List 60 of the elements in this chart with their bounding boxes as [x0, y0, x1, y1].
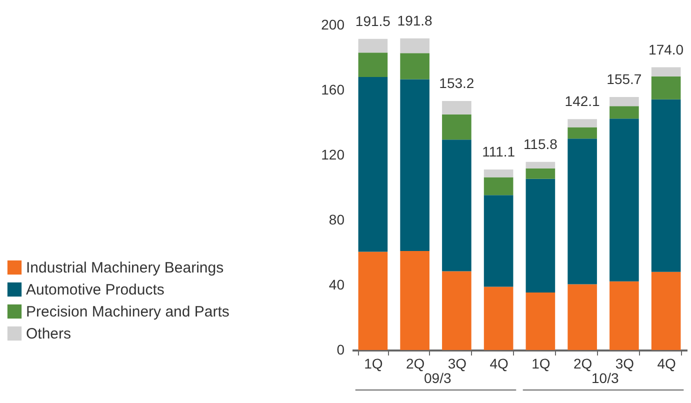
- x-tick-label: 4Q: [490, 356, 509, 372]
- total-label: 153.2: [439, 75, 474, 92]
- legend-label: Industrial Machinery Bearings: [26, 260, 224, 276]
- legend-label: Automotive Products: [26, 282, 164, 298]
- bar: [526, 168, 556, 179]
- bar: [358, 252, 388, 350]
- y-tick-label: 80: [328, 212, 345, 228]
- bar: [400, 251, 430, 350]
- total-label: 191.8: [397, 12, 433, 28]
- y-tick-label: 200: [321, 16, 345, 32]
- bar: [526, 178, 556, 292]
- bar: [526, 292, 556, 350]
- bar: [442, 271, 472, 350]
- text: 09/3: [424, 370, 452, 386]
- y-tick-label: 160: [321, 82, 345, 98]
- bar: [610, 281, 639, 350]
- bar: [442, 114, 472, 140]
- total-label: 115.8: [523, 136, 558, 152]
- legend-label: Others: [26, 326, 72, 342]
- bar: [442, 101, 472, 114]
- text: 10/3: [592, 370, 619, 386]
- total-label: 142.1: [564, 93, 600, 110]
- bar: [400, 38, 430, 54]
- bar: [610, 106, 639, 119]
- bar: [568, 284, 597, 350]
- bar: [484, 286, 514, 350]
- x-tick-label: 2Q: [573, 356, 592, 372]
- x-tick-label: 4Q: [657, 356, 676, 372]
- x-tick-label: 1Q: [532, 356, 550, 372]
- y-tick-label: 40: [328, 276, 345, 292]
- x-tick-label: 2Q: [406, 356, 425, 372]
- total-label: 111.1: [482, 143, 516, 160]
- bar: [358, 38, 388, 53]
- x-tick-label: 1Q: [364, 356, 383, 372]
- bar: [442, 140, 472, 272]
- bar: [651, 272, 681, 350]
- bar: [484, 169, 514, 178]
- bar: [610, 118, 639, 282]
- y-tick-label: 120: [321, 146, 345, 162]
- bar: [651, 67, 681, 76]
- bar: [484, 195, 514, 287]
- x-tick-label: 3Q: [615, 356, 634, 372]
- bar: [568, 127, 597, 139]
- bar: [400, 53, 430, 80]
- bar: [400, 79, 430, 252]
- bar: [568, 138, 597, 284]
- bar: [526, 162, 556, 168]
- total-label: 191.5: [355, 12, 391, 29]
- bar: [568, 119, 597, 128]
- bar: [358, 52, 388, 77]
- total-label: 155.7: [606, 70, 642, 87]
- total-label: 174.0: [648, 41, 684, 58]
- bar: [651, 76, 681, 100]
- legend-label: Precision Machinery and Parts: [26, 304, 230, 320]
- bar: [651, 99, 681, 272]
- bar: [484, 177, 514, 196]
- bar: [358, 77, 388, 252]
- bar: [610, 96, 639, 106]
- x-tick-label: 3Q: [448, 356, 467, 372]
- y-tick-label: 0: [336, 342, 345, 358]
